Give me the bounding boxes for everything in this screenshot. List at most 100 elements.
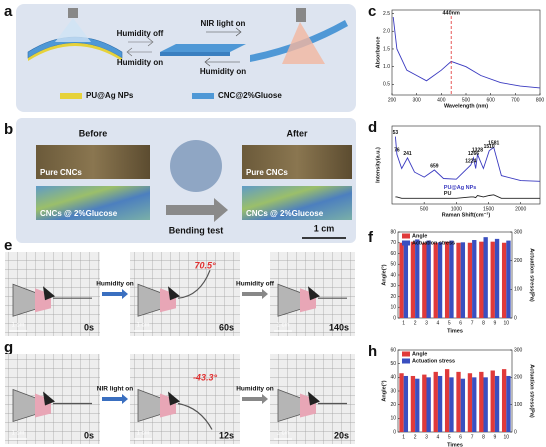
scale-label: 1 cm — [276, 323, 289, 329]
arrow-label: Humidity off — [117, 29, 164, 38]
plot-frame — [391, 125, 541, 205]
y-tick-label: 40 — [390, 272, 396, 278]
y-tick-label: 0 — [393, 429, 396, 435]
panel-label: f — [368, 229, 374, 246]
y-axis-label: Intensity(a.u.) — [375, 147, 381, 183]
legend-swatch — [402, 358, 410, 364]
line — [395, 194, 540, 199]
arrow-label: NIR light on — [201, 19, 246, 28]
y2-tick-label: 300 — [514, 229, 523, 235]
panel-label: c — [368, 3, 376, 20]
bar — [456, 242, 461, 318]
arrow-label: Humidity on — [236, 386, 274, 393]
y-tick-label: 40 — [390, 375, 396, 381]
legend-swatch — [402, 240, 410, 246]
y-axis-label: Absorbance — [375, 37, 381, 69]
y-tick-label: 1.5 — [383, 46, 390, 52]
peak-label: 659 — [430, 163, 439, 169]
x-tick-label: 600 — [486, 97, 495, 103]
bar — [422, 374, 427, 432]
x-tick-label: 7 — [471, 434, 474, 440]
time-label: 60s — [219, 322, 234, 332]
photo-label: Pure CNCs — [246, 168, 288, 177]
y2-tick-label: 100 — [514, 287, 523, 293]
scale-label: 1 cm — [276, 431, 289, 437]
bar — [410, 241, 416, 318]
bar — [472, 240, 477, 318]
panel-label: d — [368, 119, 377, 136]
y-axis-label: Angle(°) — [381, 380, 387, 401]
bar — [410, 375, 416, 432]
bar — [490, 370, 495, 432]
bar — [449, 377, 454, 432]
nir-beam — [282, 22, 325, 64]
bar — [415, 378, 420, 432]
x-tick-label: 4 — [437, 320, 440, 326]
film — [177, 269, 211, 299]
scale-label: 1 cm — [11, 431, 24, 437]
bar — [403, 375, 409, 432]
sprayer — [68, 8, 78, 18]
x-tick-label: 3 — [425, 320, 428, 326]
clip-head — [308, 391, 320, 406]
y2-axis-label: Actuation stress(Pa) — [529, 364, 535, 418]
line — [394, 136, 541, 182]
bar — [501, 242, 507, 318]
bar — [472, 377, 477, 432]
y2-axis-label: Actuation stress(Pa) — [529, 248, 535, 302]
x-tick-label: 5 — [448, 320, 451, 326]
bar — [460, 378, 466, 432]
peak-label: 1224 — [465, 158, 476, 164]
y-tick-label: 50 — [390, 361, 396, 367]
x-tick-label: 500 — [462, 97, 471, 103]
arrow — [102, 394, 128, 404]
y2-tick-label: 200 — [514, 375, 523, 381]
clip-head — [168, 391, 180, 406]
time-label: 20s — [334, 430, 349, 440]
x-tick-label: 9 — [494, 320, 497, 326]
photo-label: CNCs @ 2%Glucose — [246, 209, 324, 218]
x-tick-label: 2 — [414, 434, 417, 440]
clip-head — [43, 286, 55, 301]
bar — [415, 239, 420, 318]
legend-text: Actuation stress — [412, 240, 455, 246]
x-tick-label: 1 — [402, 320, 405, 326]
plot-frame — [391, 9, 541, 96]
bar — [437, 375, 443, 432]
y-tick-label: 0.5 — [383, 82, 390, 88]
y-tick-label: 10 — [390, 416, 396, 422]
arrow-label: Bending test — [169, 225, 224, 235]
panel-label: b — [4, 121, 13, 138]
x-tick-label: 200 — [388, 97, 397, 103]
bar — [456, 371, 461, 432]
y-tick-label: 20 — [390, 294, 396, 300]
x-tick-label: 2 — [414, 320, 417, 326]
angle-label: 70.5° — [194, 260, 216, 270]
x-tick-label: 2000 — [515, 206, 526, 212]
x-axis-label: Times — [447, 328, 463, 334]
line — [392, 17, 541, 89]
peak-label: 1266 — [468, 151, 479, 157]
film — [177, 402, 213, 430]
legend-text: PU@Ag NPs — [86, 91, 134, 100]
panel-label: g — [4, 339, 13, 356]
bar — [506, 240, 511, 318]
scale-label: 1 cm — [136, 431, 149, 437]
peak-label: 241 — [403, 151, 412, 157]
time-label: 0s — [84, 430, 94, 440]
bar — [479, 371, 484, 432]
bar — [444, 241, 450, 318]
x-tick-label: 1 — [402, 434, 405, 440]
arrows — [126, 37, 154, 57]
series-label: PU — [444, 191, 452, 197]
arrow-label: Humidity on — [96, 281, 134, 288]
x-tick-label: 6 — [459, 320, 462, 326]
x-tick-label: 1500 — [483, 206, 494, 212]
x-tick-label: 8 — [482, 434, 485, 440]
bar — [433, 371, 438, 432]
bar — [483, 377, 488, 432]
bar — [506, 375, 511, 432]
y-tick-label: 30 — [390, 388, 396, 394]
bar — [433, 242, 438, 318]
x-axis-label: Raman Shift(cm⁻¹) — [442, 211, 491, 218]
